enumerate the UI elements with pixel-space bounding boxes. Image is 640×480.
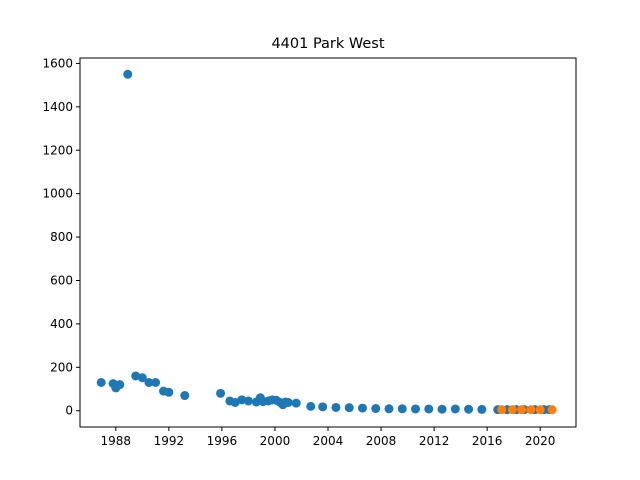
- scatter-point-series-1: [306, 401, 316, 411]
- points-layer: [96, 69, 557, 415]
- x-tick-label: 2012: [419, 434, 450, 448]
- plot-area: [79, 57, 577, 428]
- scatter-point-series-2: [535, 405, 545, 415]
- scatter-point-series-2: [497, 405, 507, 415]
- scatter-point-series-1: [464, 404, 474, 414]
- x-tick-label: 2004: [313, 434, 344, 448]
- scatter-point-series-1: [144, 378, 154, 388]
- scatter-point-series-1: [437, 404, 447, 414]
- scatter-point-series-2: [507, 405, 517, 415]
- x-tick-label: 2008: [366, 434, 397, 448]
- y-tick-label: 200: [50, 360, 73, 374]
- x-tick-label: 1996: [207, 434, 238, 448]
- scatter-point-series-1: [318, 402, 328, 412]
- scatter-point-series-1: [450, 404, 460, 414]
- x-tick-label: 2016: [472, 434, 503, 448]
- scatter-point-series-1: [283, 397, 293, 407]
- x-axis: 1988 1992 1996 2000 2004 2008 2012 2016 2020: [101, 427, 556, 448]
- scatter-point-series-1: [384, 404, 394, 414]
- x-tick-label: 2020: [525, 434, 556, 448]
- scatter-point-series-1: [137, 373, 147, 383]
- scatter-point-series-1: [243, 396, 253, 406]
- scatter-point-series-2: [526, 405, 536, 415]
- scatter-point-series-1: [151, 378, 161, 388]
- y-tick-label: 600: [50, 273, 73, 287]
- scatter-point-series-1: [411, 404, 421, 414]
- y-tick-label: 1400: [42, 100, 73, 114]
- scatter-point-series-2: [547, 405, 557, 415]
- scatter-point-series-1: [164, 387, 174, 397]
- x-tick-label: 2000: [260, 434, 291, 448]
- scatter-point-series-1: [115, 380, 125, 390]
- scatter-point-series-1: [96, 378, 106, 388]
- y-tick-label: 0: [65, 404, 73, 418]
- y-tick-label: 1200: [42, 143, 73, 157]
- scatter-point-series-1: [477, 404, 487, 414]
- chart-title: 4401 Park West: [271, 36, 384, 52]
- scatter-point-series-1: [371, 404, 381, 414]
- scatter-point-series-1: [331, 402, 341, 412]
- scatter-point-series-1: [123, 69, 133, 79]
- scatter-point-series-1: [344, 403, 354, 413]
- y-tick-label: 800: [50, 230, 73, 244]
- scatter-point-series-1: [216, 388, 226, 398]
- scatter-point-series-1: [357, 403, 367, 413]
- x-tick-label: 1988: [101, 434, 132, 448]
- y-tick-label: 1000: [42, 187, 73, 201]
- y-axis: 0 200 400 600 800 1000 1200 1400 1600: [42, 56, 80, 418]
- y-tick-label: 1600: [42, 56, 73, 70]
- scatter-point-series-2: [517, 405, 527, 415]
- scatter-point-series-1: [397, 404, 407, 414]
- scatter-point-series-1: [180, 391, 190, 401]
- scatter-point-series-1: [237, 395, 247, 405]
- x-tick-label: 1992: [154, 434, 185, 448]
- scatter-point-series-1: [291, 398, 301, 408]
- y-tick-label: 400: [50, 317, 73, 331]
- plot-frame: [79, 57, 577, 428]
- scatter-point-series-1: [424, 404, 434, 414]
